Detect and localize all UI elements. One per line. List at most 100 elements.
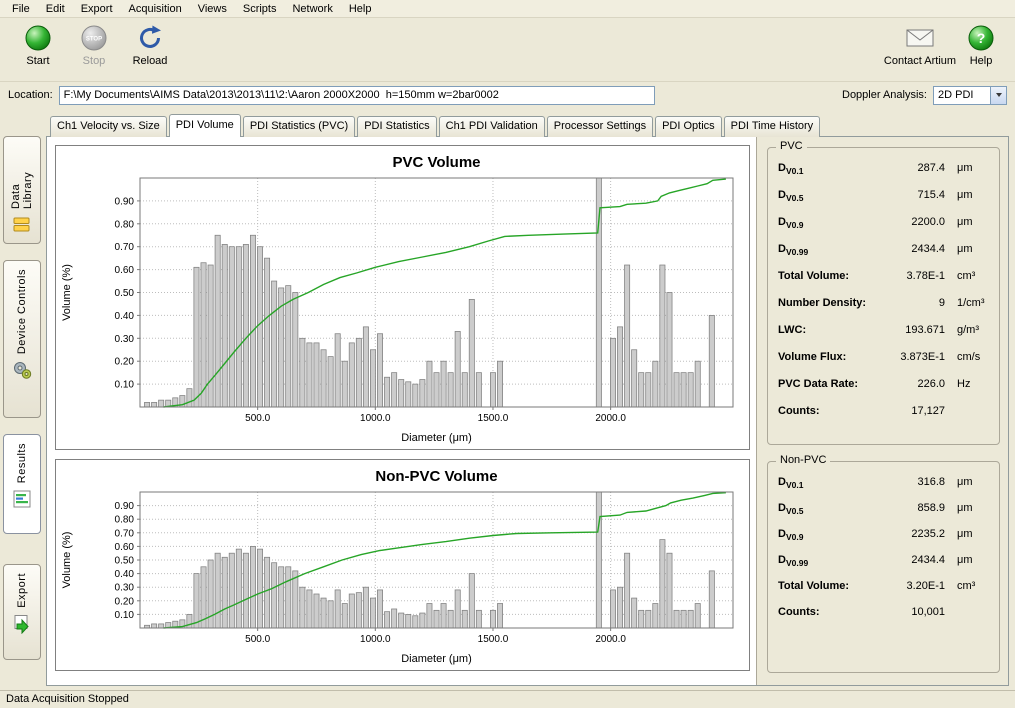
menu-bar: File Edit Export Acquisition Views Scripts Net…: [0, 0, 1015, 18]
location-input[interactable]: [58, 85, 655, 105]
svg-text:0.70: 0.70: [115, 242, 135, 253]
svg-text:0.20: 0.20: [115, 596, 135, 607]
pvc-volume-chart-panel: 0.10 0.20 0.30 0.40 0.50 0.60 0.70 0.80 0.90 500.…: [55, 145, 750, 450]
stat-unit: μm: [957, 528, 973, 540]
svg-text:2000.0: 2000.0: [595, 634, 626, 645]
stat-label: LWC:: [778, 324, 807, 336]
tab-processor-settings[interactable]: Processor Settings: [546, 116, 654, 137]
tab-pdi-volume[interactable]: PDI Volume: [168, 114, 241, 137]
stat-label: DV0.5: [778, 189, 804, 204]
svg-text:Diameter (μm): Diameter (μm): [401, 653, 472, 665]
sidebar-item-device-controls[interactable]: Device Controls: [3, 260, 41, 418]
menu-scripts[interactable]: Scripts: [242, 2, 277, 15]
start-button[interactable]: Start: [10, 23, 66, 67]
stat-label: DV0.9: [778, 216, 804, 231]
export-icon: [12, 614, 32, 637]
status-text: Data Acquisition Stopped: [6, 693, 129, 705]
stat-label: DV0.9: [778, 528, 804, 543]
svg-text:0.40: 0.40: [115, 311, 135, 322]
stat-row: LWC: 193.671 g/m³: [778, 324, 991, 351]
contact-artium-button[interactable]: Contact Artium: [881, 23, 959, 67]
svg-text:0.80: 0.80: [115, 515, 135, 526]
svg-text:0.60: 0.60: [115, 265, 135, 276]
sidebar-item-results[interactable]: Results: [3, 434, 41, 534]
stat-value: 2434.4: [911, 243, 945, 255]
tab-pdi-time-history[interactable]: PDI Time History: [723, 116, 821, 137]
svg-text:0.60: 0.60: [115, 542, 135, 553]
stat-label: DV0.5: [778, 502, 804, 517]
svg-text:0.50: 0.50: [115, 288, 135, 299]
stat-unit: cm³: [957, 270, 976, 282]
stat-unit: cm/s: [957, 351, 981, 363]
sidebar-item-data-library[interactable]: Data Library: [3, 136, 41, 244]
stat-label: DV0.1: [778, 476, 804, 491]
tab-strip: Ch1 Velocity vs. Size PDI Volume PDI Stati…: [46, 114, 1009, 137]
stat-unit: μm: [957, 162, 973, 174]
svg-text:PVC Volume: PVC Volume: [392, 154, 480, 171]
stat-row: DV0.1 316.8 μm: [778, 476, 991, 502]
sidebar-item-export[interactable]: Export: [3, 564, 41, 660]
stat-label: DV0.99: [778, 554, 809, 569]
sidebar-item-label: Results: [16, 443, 28, 484]
content-area: Ch1 Velocity vs. Size PDI Volume PDI Stati…: [44, 108, 1015, 690]
svg-text:1000.0: 1000.0: [360, 413, 391, 424]
contact-artium-label: Contact Artium: [883, 55, 957, 67]
charts-column: 0.10 0.20 0.30 0.40 0.50 0.60 0.70 0.80 0.90 500.…: [47, 137, 756, 685]
stat-value: 10,001: [911, 606, 945, 618]
main-area: Data Library Device Controls Results Exp…: [0, 108, 1015, 690]
tab-ch1-velocity-vs-size[interactable]: Ch1 Velocity vs. Size: [50, 116, 167, 137]
menu-export[interactable]: Export: [80, 2, 113, 15]
toolbar: Start STOP Stop Reload Contact Artium ? …: [0, 18, 1015, 82]
stat-value: 287.4: [917, 162, 945, 174]
help-button[interactable]: ? Help: [959, 23, 1003, 67]
doppler-analysis-select[interactable]: 2D PDI: [933, 85, 1007, 105]
stat-value: 3.873E-1: [900, 351, 945, 363]
svg-text:0.30: 0.30: [115, 583, 135, 594]
pvc-volume-chart: 0.10 0.20 0.30 0.40 0.50 0.60 0.70 0.80 0.90 500.…: [61, 154, 734, 444]
stat-unit: 1/cm³: [957, 297, 985, 309]
pvc-groupbox-title: PVC: [776, 140, 807, 152]
non-pvc-stats-rows: DV0.1 316.8 μm DV0.5 858.9 μm DV0.9 2235.2 μm DV0…: [778, 476, 991, 632]
stat-row: DV0.99 2434.4 μm: [778, 243, 991, 270]
non-pvc-volume-chart-panel: 0.10 0.20 0.30 0.40 0.50 0.60 0.70 0.80 0.90 500.…: [55, 459, 750, 671]
menu-network[interactable]: Network: [292, 2, 333, 15]
location-row: Location: Doppler Analysis: 2D PDI: [0, 82, 1015, 108]
svg-text:1500.0: 1500.0: [478, 634, 509, 645]
menu-file[interactable]: File: [12, 2, 30, 15]
menu-views[interactable]: Views: [197, 2, 227, 15]
stat-row: DV0.99 2434.4 μm: [778, 554, 991, 580]
stat-value: 2235.2: [911, 528, 945, 540]
svg-text:0.90: 0.90: [115, 501, 135, 512]
stat-value: 193.671: [905, 324, 945, 336]
tab-pdi-statistics-pvc-[interactable]: PDI Statistics (PVC): [242, 116, 356, 137]
reload-button[interactable]: Reload: [122, 23, 178, 67]
tab-pdi-optics[interactable]: PDI Optics: [655, 116, 722, 137]
pdi-volume-tab-page: 0.10 0.20 0.30 0.40 0.50 0.60 0.70 0.80 0.90 500.…: [46, 136, 1009, 686]
stat-value: 226.0: [917, 378, 945, 390]
combo-dropdown-button[interactable]: [990, 86, 1006, 104]
stat-value: 2434.4: [911, 554, 945, 566]
stat-row: DV0.5 715.4 μm: [778, 189, 991, 216]
sidebar-item-label: Device Controls: [16, 269, 28, 355]
location-label: Location:: [8, 89, 53, 101]
tab-ch1-pdi-validation[interactable]: Ch1 PDI Validation: [438, 116, 545, 137]
status-bar: Data Acquisition Stopped: [0, 690, 1015, 708]
stat-label: DV0.1: [778, 162, 804, 177]
tab-pdi-statistics[interactable]: PDI Statistics: [357, 116, 437, 137]
stat-row: Total Volume: 3.20E-1 cm³: [778, 580, 991, 606]
svg-text:1500.0: 1500.0: [478, 413, 509, 424]
stat-value: 3.78E-1: [906, 270, 945, 282]
stat-unit: μm: [957, 554, 973, 566]
svg-text:500.0: 500.0: [245, 413, 270, 424]
doppler-analysis-value: 2D PDI: [938, 89, 974, 101]
side-tab-bar: Data Library Device Controls Results Exp…: [0, 108, 44, 690]
menu-help[interactable]: Help: [348, 2, 372, 15]
stop-button[interactable]: STOP Stop: [66, 23, 122, 67]
menu-acquisition[interactable]: Acquisition: [128, 2, 182, 15]
reload-icon: [135, 23, 165, 53]
start-icon: [23, 23, 53, 53]
menu-edit[interactable]: Edit: [45, 2, 65, 15]
stat-row: DV0.9 2200.0 μm: [778, 216, 991, 243]
stat-label: DV0.99: [778, 243, 809, 258]
svg-text:1000.0: 1000.0: [360, 634, 391, 645]
